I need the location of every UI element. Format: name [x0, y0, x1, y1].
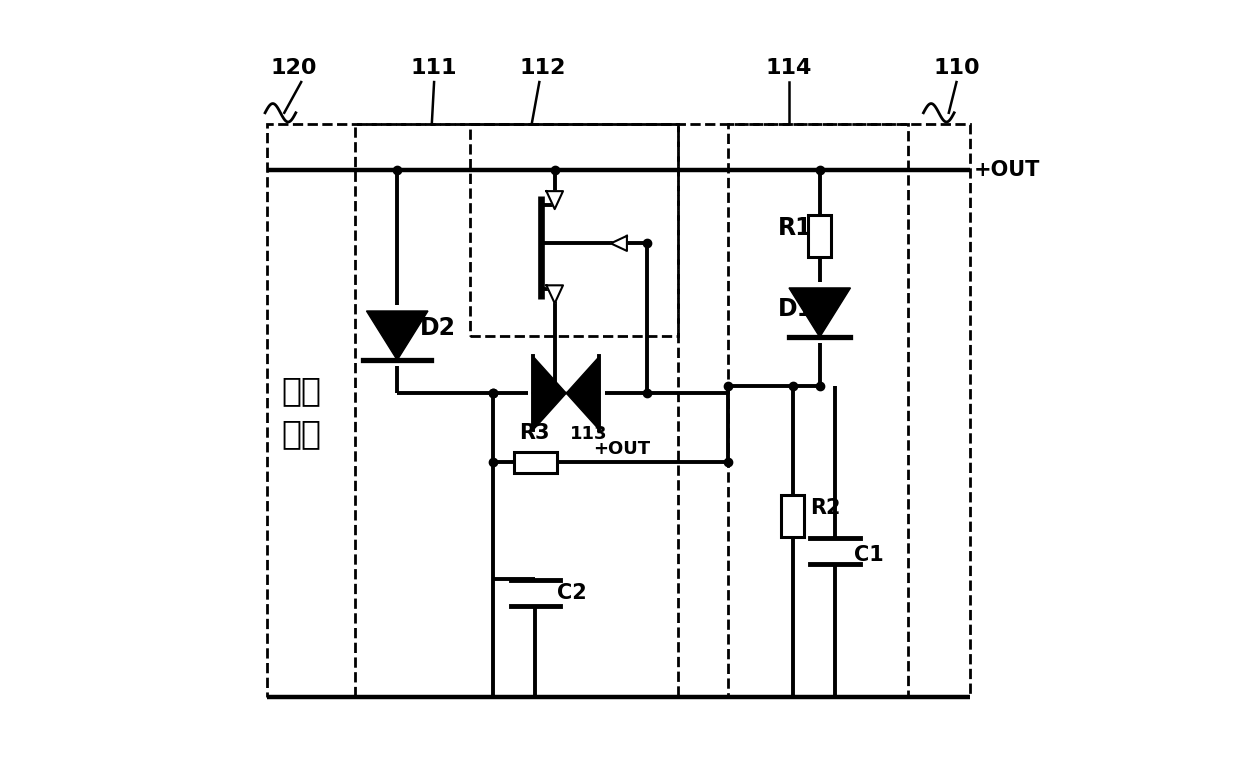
Polygon shape	[789, 288, 851, 337]
Bar	[515, 452, 557, 473]
Text: +OUT: +OUT	[593, 440, 650, 459]
Text: C2: C2	[557, 583, 587, 603]
Text: 120: 120	[270, 59, 316, 78]
Text: C1: C1	[854, 544, 884, 564]
Text: +OUT: +OUT	[973, 160, 1040, 180]
Polygon shape	[611, 236, 627, 251]
Bar	[808, 214, 831, 257]
Polygon shape	[567, 356, 599, 430]
Text: R1: R1	[777, 216, 812, 240]
Polygon shape	[367, 311, 428, 360]
Text: R2: R2	[810, 498, 841, 518]
Text: D1: D1	[777, 297, 813, 321]
Text: D2: D2	[420, 316, 456, 340]
Polygon shape	[547, 191, 563, 209]
Text: 整流
电路: 整流 电路	[281, 374, 321, 450]
Bar	[728, 124, 908, 697]
Bar	[267, 124, 970, 697]
Bar	[781, 495, 805, 537]
Text: 112: 112	[520, 59, 567, 78]
Text: 113: 113	[570, 425, 608, 443]
Polygon shape	[547, 285, 563, 303]
Text: 114: 114	[766, 59, 812, 78]
Text: 110: 110	[934, 59, 980, 78]
Polygon shape	[533, 356, 567, 430]
Bar	[470, 124, 677, 335]
Text: R3: R3	[518, 423, 549, 443]
Text: 111: 111	[410, 59, 458, 78]
Bar	[355, 124, 677, 697]
